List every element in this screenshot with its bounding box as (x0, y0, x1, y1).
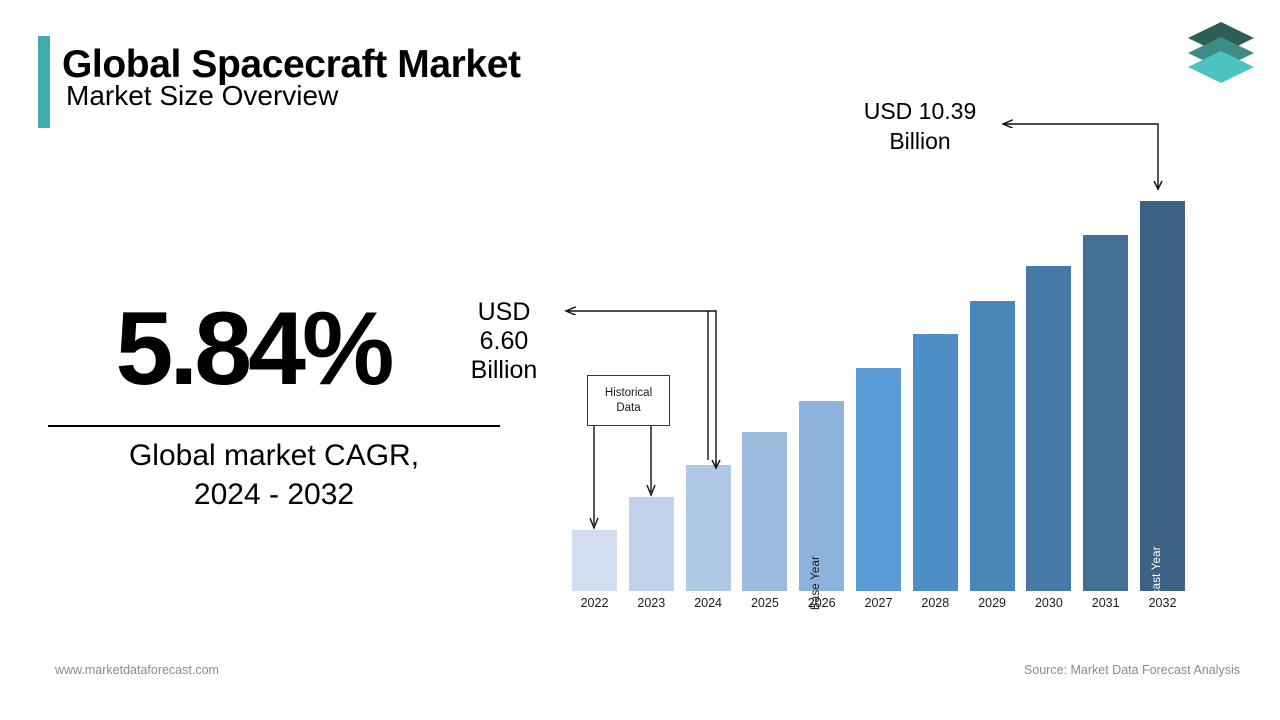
cagr-value: 5.84% (115, 291, 395, 407)
bar-2029[interactable] (969, 301, 1015, 591)
cagr-caption: Global market CAGR, 2024 - 2032 (48, 436, 500, 514)
historical-arrow-2023 (646, 426, 656, 497)
page-subtitle: Market Size Overview (66, 80, 339, 111)
bar-2030[interactable] (1026, 266, 1072, 591)
forecast-value-line1: USD 10.39 (863, 98, 977, 124)
bar-2022[interactable] (572, 530, 617, 591)
stacked-layers-logo (1188, 22, 1254, 83)
historical-data-label: Historical Data (605, 386, 652, 416)
forecast-year-leader-arrow (1003, 124, 1163, 191)
bar-2031[interactable] (1083, 235, 1129, 591)
bar-2032[interactable]: Forecast Year (1140, 201, 1185, 620)
footer-website: www.marketdataforecast.com (55, 663, 219, 677)
base-value-line3: Billion (470, 356, 538, 384)
historical-arrow-2022 (589, 426, 599, 530)
forecast-value-line2: Billion (889, 128, 951, 154)
historical-data-box: Historical Data (587, 375, 670, 426)
historical-data-line2: Data (616, 401, 641, 414)
base-value-line2: 6.60 (479, 327, 529, 355)
forecast-value-callout: USD 10.39 Billion (845, 96, 995, 156)
bar-2025[interactable] (742, 432, 788, 591)
cagr-caption-line2: 2024 - 2032 (193, 478, 355, 511)
bar-2023[interactable] (628, 497, 674, 591)
footer-source: Source: Market Data Forecast Analysis (1023, 663, 1240, 677)
header-accent-bar (38, 36, 50, 128)
base-year-leader-arrow (566, 311, 721, 470)
base-value-callout: USD 6.60 Billion (462, 298, 546, 385)
bar-2024[interactable] (685, 465, 731, 591)
historical-data-line1: Historical (604, 386, 653, 399)
bar-2028[interactable] (912, 334, 958, 591)
bar-2026[interactable]: Base Year (799, 401, 845, 610)
bar-2027[interactable] (856, 368, 901, 591)
cagr-caption-line1: Global market CAGR, (128, 439, 420, 472)
cagr-divider (48, 425, 500, 427)
page-title: Global Spacecraft Market (62, 43, 521, 86)
base-value-line1: USD (477, 298, 531, 326)
